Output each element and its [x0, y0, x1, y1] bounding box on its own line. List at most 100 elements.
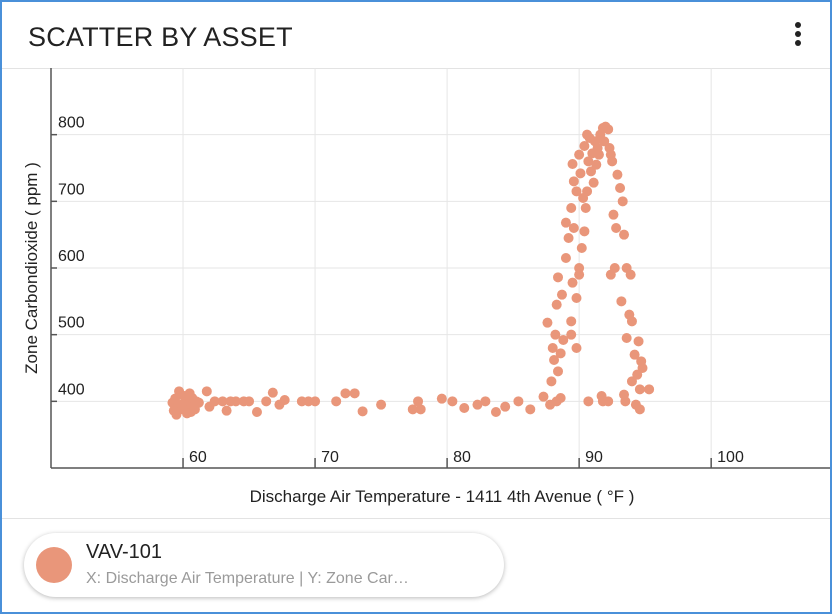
data-point [591, 159, 602, 170]
data-point [599, 136, 610, 147]
data-point [472, 399, 483, 410]
legend-series-axes: X: Discharge Air Temperature | Y: Zone C… [86, 570, 409, 587]
data-point [568, 176, 579, 187]
data-point [575, 168, 586, 179]
legend-series-name: VAV-101 [86, 541, 162, 563]
data-point [221, 405, 232, 416]
x-tick-label: 70 [321, 449, 339, 466]
data-point [217, 396, 228, 407]
data-point [578, 193, 589, 203]
data-point [571, 343, 582, 353]
more-vertical-icon[interactable] [790, 22, 806, 50]
x-tick-label: 80 [453, 449, 471, 466]
x-tick-label: 90 [585, 449, 603, 466]
data-point [637, 363, 648, 373]
data-point [579, 226, 590, 237]
data-point [608, 209, 619, 220]
data-point [571, 186, 582, 197]
data-point [629, 349, 640, 360]
data-point [349, 388, 360, 399]
data-point [626, 376, 637, 387]
data-point [331, 396, 342, 407]
data-point [611, 223, 622, 233]
legend-item-vav-101[interactable]: VAV-101 X: Discharge Air Temperature | Y… [24, 533, 504, 597]
data-point [436, 393, 447, 404]
data-point [187, 393, 198, 403]
data-point [279, 395, 290, 405]
data-point [566, 316, 577, 327]
chart-points [167, 121, 655, 420]
data-point [621, 333, 632, 343]
data-point [571, 293, 582, 303]
y-tick-label: 500 [58, 315, 85, 332]
data-point [244, 396, 255, 407]
data-point [609, 263, 620, 273]
data-point [480, 396, 491, 407]
data-point [633, 336, 644, 347]
data-point [583, 396, 594, 407]
data-point [625, 269, 636, 280]
data-point [376, 399, 387, 410]
data-point [549, 355, 560, 365]
data-point [563, 233, 574, 243]
data-point [357, 406, 368, 417]
x-axis-label: Discharge Air Temperature - 1411 4th Ave… [250, 487, 635, 506]
data-point [447, 396, 458, 407]
data-point [230, 396, 241, 407]
data-point [607, 156, 618, 167]
data-point [459, 403, 470, 413]
y-axis-label: Zone Carbondioxide ( ppm ) [22, 162, 41, 374]
data-point [615, 183, 626, 193]
data-point [261, 396, 272, 407]
data-point [538, 391, 549, 402]
data-point [580, 203, 591, 213]
data-point [617, 196, 628, 207]
data-point [553, 272, 564, 283]
y-tick-label: 400 [58, 381, 85, 398]
data-point [634, 404, 645, 415]
chart-grid [51, 68, 830, 468]
data-point [525, 404, 536, 415]
data-point [551, 299, 562, 310]
y-tick-label: 800 [58, 115, 85, 132]
data-point [579, 141, 590, 151]
data-point [553, 366, 564, 377]
widget-title: SCATTER BY ASSET [28, 22, 293, 52]
y-tick-label: 600 [58, 248, 85, 265]
scatter-chart: 60 70 80 90 100 400 500 600 700 800 Discharge Air… [22, 68, 830, 506]
data-point [310, 396, 321, 407]
data-point [181, 408, 192, 419]
data-point [500, 401, 511, 412]
data-point [547, 343, 558, 353]
data-point [597, 396, 608, 407]
data-point [560, 253, 571, 263]
x-tick-label: 100 [717, 449, 744, 466]
data-point [568, 223, 579, 233]
data-point [546, 376, 557, 387]
data-point [644, 384, 655, 395]
y-tick-label: 700 [58, 181, 85, 198]
data-point [558, 335, 569, 345]
data-point [566, 203, 577, 213]
data-point [556, 289, 567, 300]
widget-header: SCATTER BY ASSET [2, 2, 830, 69]
data-point [513, 396, 524, 407]
data-point [567, 277, 578, 288]
data-point [251, 407, 262, 417]
data-point [588, 177, 599, 188]
data-point [209, 396, 220, 407]
data-point [171, 409, 182, 420]
data-point [620, 396, 631, 407]
data-point [555, 348, 566, 359]
data-point [583, 156, 594, 167]
data-point [340, 388, 351, 399]
data-point [574, 263, 585, 273]
data-point [555, 393, 566, 403]
legend-color-swatch [36, 547, 72, 583]
data-point [567, 159, 578, 169]
legend-divider [2, 518, 830, 519]
data-point [619, 229, 630, 240]
data-point [574, 149, 585, 160]
data-point [413, 396, 424, 407]
